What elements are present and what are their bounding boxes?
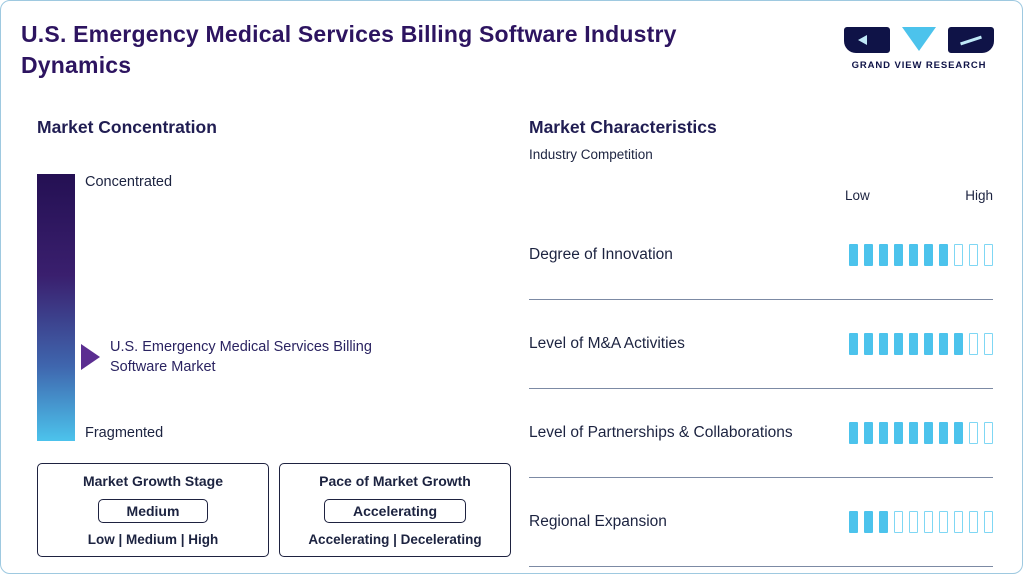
growth-stage-value: Medium: [97, 498, 209, 523]
industry-competition-subheading: Industry Competition: [529, 147, 653, 162]
logo-r-icon: [948, 27, 994, 53]
rating-scale-labels: Low High: [845, 188, 993, 203]
rating-segment-empty: [894, 511, 903, 533]
scale-low-label: Low: [845, 188, 870, 203]
rating-segment-empty: [984, 422, 993, 444]
concentrated-label: Concentrated: [85, 174, 173, 190]
rating-segment-filled: [864, 422, 873, 444]
rating-segment-filled: [849, 422, 858, 444]
rating-segment-empty: [969, 511, 978, 533]
pace-value: Accelerating: [323, 498, 467, 523]
rating-segment-empty: [969, 333, 978, 355]
concentration-scale: Concentrated Fragmented U.S. Emergency M…: [37, 174, 507, 441]
rating-segment-filled: [864, 333, 873, 355]
market-pointer: U.S. Emergency Medical Services Billing …: [81, 337, 421, 378]
rating-bar: [849, 333, 993, 355]
rating-segment-filled: [909, 244, 918, 266]
rating-segment-empty: [924, 511, 933, 533]
fragmented-label: Fragmented: [85, 425, 164, 441]
rating-bar: [849, 244, 993, 266]
rating-bar: [849, 511, 993, 533]
market-growth-stage-box: Market Growth Stage Medium Low | Medium …: [37, 463, 269, 557]
market-characteristics-panel: Market Characteristics Industry Competit…: [529, 117, 993, 567]
market-concentration-heading: Market Concentration: [37, 117, 217, 137]
rating-segment-filled: [939, 333, 948, 355]
growth-stage-title: Market Growth Stage: [82, 473, 224, 489]
logo-v-icon: [902, 27, 936, 51]
rating-segment-filled: [954, 333, 963, 355]
characteristic-label: Level of Partnerships & Collaborations: [529, 423, 793, 441]
rating-segment-filled: [864, 244, 873, 266]
rating-segment-filled: [939, 244, 948, 266]
characteristic-row: Level of Partnerships & Collaborations: [529, 389, 993, 478]
market-characteristics-heading: Market Characteristics: [529, 117, 717, 137]
logo-text: GRAND VIEW RESEARCH: [851, 60, 987, 71]
rating-segment-filled: [879, 333, 888, 355]
characteristic-label: Degree of Innovation: [529, 245, 673, 263]
logo-shapes: [844, 27, 994, 55]
pace-title: Pace of Market Growth: [319, 473, 471, 489]
rating-segment-empty: [984, 244, 993, 266]
rating-segment-filled: [909, 333, 918, 355]
rating-segment-empty: [909, 511, 918, 533]
rating-segment-filled: [849, 244, 858, 266]
rating-segment-filled: [879, 511, 888, 533]
pace-of-growth-box: Pace of Market Growth Accelerating Accel…: [279, 463, 511, 557]
rating-segment-filled: [894, 422, 903, 444]
pointer-triangle-icon: [81, 344, 100, 371]
rating-segment-empty: [939, 511, 948, 533]
rating-segment-filled: [924, 333, 933, 355]
rating-segment-filled: [924, 422, 933, 444]
rating-segment-filled: [909, 422, 918, 444]
pointer-label: U.S. Emergency Medical Services Billing …: [110, 339, 372, 376]
characteristic-row: Regional Expansion: [529, 478, 993, 567]
scale-high-label: High: [965, 188, 993, 203]
rating-segment-filled: [849, 333, 858, 355]
characteristic-label: Level of M&A Activities: [529, 334, 685, 352]
rating-segment-filled: [879, 244, 888, 266]
characteristic-row: Degree of Innovation: [529, 211, 993, 300]
growth-stage-options: Low | Medium | High: [87, 532, 219, 547]
rating-segment-filled: [849, 511, 858, 533]
rating-segment-filled: [939, 422, 948, 444]
logo-g-icon: [844, 27, 890, 53]
rating-segment-empty: [969, 244, 978, 266]
rating-segment-filled: [864, 511, 873, 533]
pace-options: Accelerating | Decelerating: [308, 532, 482, 547]
rating-segment-empty: [984, 333, 993, 355]
rating-segment-filled: [924, 244, 933, 266]
characteristic-row: Level of M&A Activities: [529, 300, 993, 389]
rating-bar: [849, 422, 993, 444]
rating-segment-filled: [894, 333, 903, 355]
rating-segment-empty: [984, 511, 993, 533]
rating-segment-empty: [969, 422, 978, 444]
characteristics-rows: Degree of Innovation Level of M&A Activit…: [529, 211, 993, 567]
grand-view-research-logo: GRAND VIEW RESEARCH: [844, 27, 994, 71]
concentration-gradient-bar: [37, 174, 75, 441]
page-title: U.S. Emergency Medical Services Billing …: [21, 21, 677, 78]
rating-segment-filled: [879, 422, 888, 444]
rating-segment-empty: [954, 511, 963, 533]
rating-segment-filled: [954, 422, 963, 444]
characteristic-label: Regional Expansion: [529, 512, 667, 530]
rating-segment-empty: [954, 244, 963, 266]
rating-segment-filled: [894, 244, 903, 266]
